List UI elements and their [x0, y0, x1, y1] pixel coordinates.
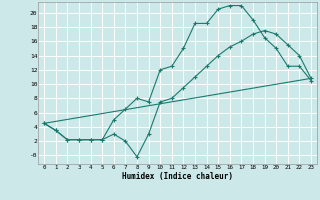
X-axis label: Humidex (Indice chaleur): Humidex (Indice chaleur)	[122, 172, 233, 181]
